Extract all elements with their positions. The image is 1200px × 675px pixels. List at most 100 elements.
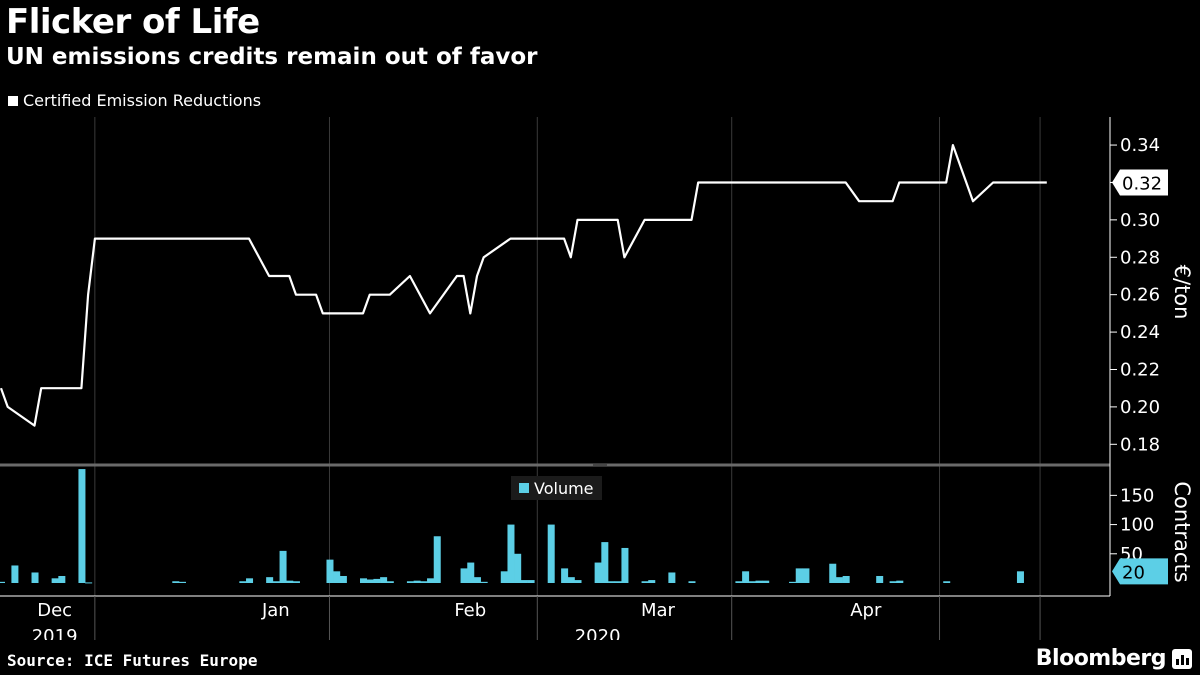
volume-bar — [574, 580, 582, 583]
volume-bar — [594, 562, 602, 583]
volume-bar — [547, 524, 555, 583]
volume-bar — [373, 578, 381, 583]
volume-bar — [561, 568, 569, 583]
volume-bar — [360, 578, 367, 583]
price-legend: Certified Emission Reductions — [8, 91, 261, 110]
volume-bar — [473, 577, 481, 583]
volume-bar — [179, 581, 186, 583]
volume-bar — [648, 580, 656, 583]
price-last-value-label: 0.32 — [1122, 173, 1162, 194]
volume-bar — [762, 580, 770, 583]
volume-bar — [326, 559, 334, 583]
volume-bar — [58, 575, 66, 583]
price-series-line — [0, 144, 1047, 427]
volume-bar — [896, 580, 904, 583]
volume-bar — [608, 581, 616, 583]
volume-bar — [829, 563, 837, 583]
volume-bar — [567, 577, 575, 583]
volume-bar — [366, 579, 374, 583]
volume-bar — [601, 542, 609, 583]
volume-bar — [433, 536, 441, 583]
volume-bar — [514, 553, 522, 583]
volume-bar — [742, 571, 750, 583]
year-label: 2019 — [32, 626, 78, 640]
volume-legend-swatch — [519, 483, 529, 493]
volume-bar — [735, 581, 743, 583]
price-axis-title: €/ton — [1170, 265, 1194, 320]
x-axis: Dec Jan Feb Mar Apr 2019 2020 — [32, 596, 1041, 640]
price-legend-label: Certified Emission Reductions — [23, 91, 262, 110]
volume-bar — [292, 581, 300, 583]
month-label: Feb — [454, 600, 486, 621]
price-tick-label: 0.18 — [1120, 434, 1160, 455]
price-tick-label: 0.30 — [1120, 210, 1160, 231]
volume-bar — [621, 547, 629, 583]
volume-bar — [1016, 571, 1024, 583]
chart-subtitle: UN emissions credits remain out of favor — [6, 44, 538, 70]
volume-bar — [386, 581, 394, 583]
volume-bar — [520, 580, 528, 583]
volume-bar — [527, 580, 535, 583]
volume-bar — [889, 581, 897, 583]
year-label: 2020 — [575, 626, 621, 640]
volume-bar — [51, 578, 59, 583]
price-tick-label: 0.26 — [1120, 285, 1160, 306]
month-label: Jan — [261, 600, 290, 621]
volume-bar — [427, 578, 435, 583]
volume-bar — [842, 575, 850, 583]
volume-bar — [748, 581, 756, 583]
volume-bar — [467, 562, 475, 583]
volume-bar — [172, 581, 180, 583]
volume-bar — [480, 581, 488, 583]
volume-axis-title: Contracts — [1170, 481, 1194, 582]
volume-tick-label: 100 — [1120, 515, 1154, 536]
volume-bars — [0, 469, 1024, 584]
volume-bar — [614, 581, 622, 583]
volume-bar — [835, 577, 843, 583]
volume-bar — [641, 581, 649, 583]
volume-bar — [246, 578, 254, 583]
volume-bar — [333, 571, 341, 583]
volume-bar — [11, 565, 19, 583]
volume-bar — [279, 550, 287, 583]
volume-bar — [266, 577, 274, 583]
volume-bar — [795, 568, 803, 583]
volume-bar — [755, 580, 763, 583]
price-legend-swatch — [8, 95, 18, 106]
volume-bar — [460, 568, 468, 583]
price-tick-label: 0.34 — [1120, 135, 1160, 156]
month-label: Dec — [37, 600, 72, 621]
volume-bar — [500, 571, 508, 583]
price-tick-label: 0.22 — [1120, 359, 1160, 380]
volume-bar — [876, 575, 884, 583]
price-tick-label: 0.28 — [1120, 247, 1160, 268]
volume-bar — [339, 575, 347, 583]
volume-bar — [507, 524, 515, 583]
volume-legend: Volume — [511, 476, 602, 500]
source-note: Source: ICE Futures Europe — [7, 651, 258, 670]
volume-last-value-badge — [1112, 558, 1168, 585]
volume-bar — [0, 581, 5, 583]
volume-bar — [668, 572, 676, 583]
volume-bar — [413, 580, 421, 583]
price-last-value-badge — [1112, 169, 1168, 196]
month-label: Mar — [641, 600, 676, 621]
bloomberg-logo-icon — [1172, 649, 1192, 669]
volume-bar — [78, 469, 86, 583]
chart-canvas: 0.34 0.32 0.30 0.28 0.26 0.24 0.22 0.20 0.18 150… — [0, 117, 1194, 640]
volume-legend-label: Volume — [534, 478, 594, 498]
volume-bar — [802, 568, 810, 583]
volume-bar — [31, 572, 39, 583]
volume-tick-label: 150 — [1120, 485, 1154, 506]
price-tick-label: 0.20 — [1120, 397, 1160, 418]
volume-bar — [239, 581, 247, 583]
last-value-badges: 0.32 20 — [1112, 169, 1168, 585]
volume-bar — [943, 581, 951, 583]
volume-last-value-label: 20 — [1122, 562, 1145, 583]
volume-bar — [789, 581, 797, 583]
volume-bar — [406, 581, 414, 583]
chart-title: Flicker of Life — [6, 2, 260, 42]
brand-name: Bloomberg — [1035, 646, 1167, 671]
volume-bar — [286, 580, 294, 583]
